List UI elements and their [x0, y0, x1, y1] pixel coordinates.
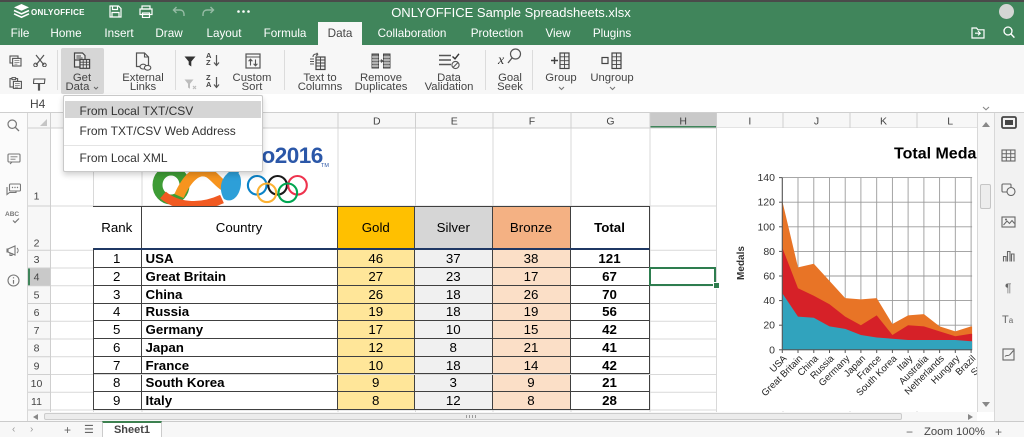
svg-text:8: 8 — [34, 343, 40, 355]
svg-text:G: G — [606, 116, 614, 128]
svg-text:I: I — [748, 116, 751, 128]
svg-text:D: D — [373, 116, 381, 128]
svg-text:TM: TM — [321, 163, 329, 169]
svg-text:3: 3 — [34, 254, 40, 266]
svg-text:Spain: Spain — [969, 353, 977, 378]
svg-text:K: K — [880, 116, 887, 128]
svg-text:100: 100 — [757, 221, 775, 233]
svg-text:60: 60 — [763, 271, 775, 283]
svg-text:J: J — [814, 116, 819, 128]
svg-text:L: L — [947, 116, 953, 128]
svg-text:H: H — [679, 116, 687, 128]
svg-text:6: 6 — [34, 307, 40, 319]
svg-text:11: 11 — [31, 396, 42, 408]
svg-text:10: 10 — [31, 378, 43, 390]
svg-text:Total Medal Count: Total Medal Count — [894, 146, 977, 163]
svg-text:0: 0 — [769, 344, 775, 356]
svg-text:E: E — [451, 116, 458, 128]
svg-text:1: 1 — [34, 191, 40, 203]
svg-text:20: 20 — [763, 320, 775, 332]
svg-text:80: 80 — [763, 246, 775, 258]
svg-text:4: 4 — [34, 272, 40, 284]
svg-text:F: F — [529, 116, 535, 128]
svg-text:40: 40 — [763, 295, 775, 307]
svg-text:Medals: Medals — [736, 246, 747, 280]
svg-text:9: 9 — [34, 360, 40, 372]
svg-text:140: 140 — [757, 172, 775, 184]
svg-text:120: 120 — [757, 197, 775, 209]
svg-text:7: 7 — [34, 325, 40, 337]
svg-text:5: 5 — [34, 290, 40, 302]
svg-text:2: 2 — [34, 238, 40, 250]
